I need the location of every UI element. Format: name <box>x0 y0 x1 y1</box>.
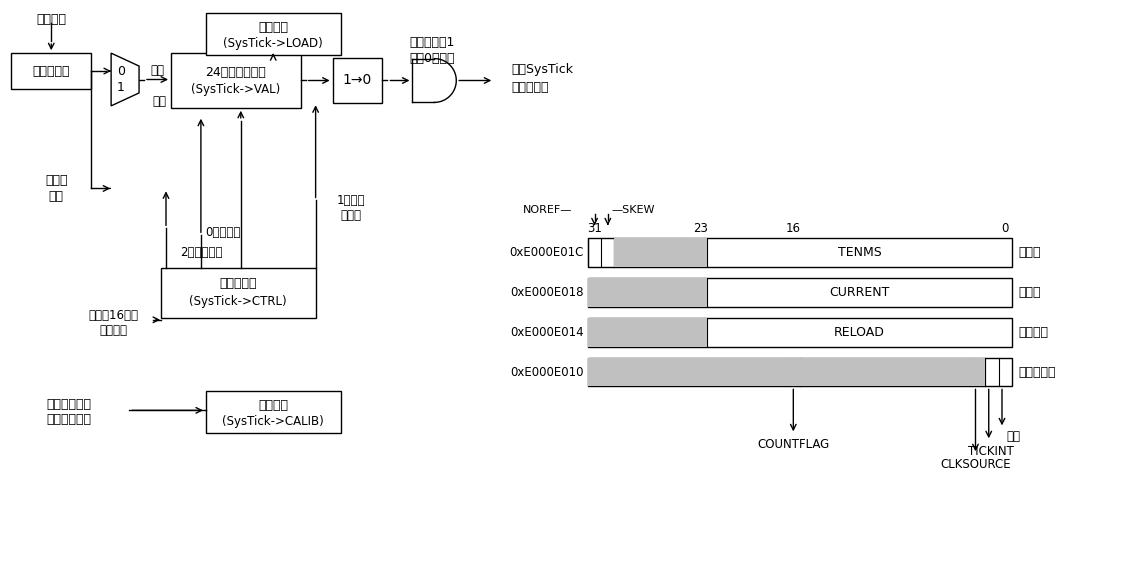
Text: 1→0: 1→0 <box>343 73 373 88</box>
Bar <box>588 357 800 387</box>
Bar <box>206 13 341 55</box>
Text: 24位向下计数器: 24位向下计数器 <box>206 66 266 79</box>
Text: 控制和状态: 控制和状态 <box>219 278 257 291</box>
Bar <box>588 357 1012 387</box>
Text: 校准值: 校准值 <box>1018 246 1040 259</box>
Text: 0xE000E014: 0xE000E014 <box>510 326 584 339</box>
Text: (SysTick->VAL): (SysTick->VAL) <box>191 84 280 96</box>
Text: 1位－中: 1位－中 <box>336 194 365 207</box>
Text: 设置SysTick: 设置SysTick <box>511 63 573 76</box>
Bar <box>206 392 341 433</box>
Text: 计数标志: 计数标志 <box>99 324 127 337</box>
Bar <box>171 53 301 108</box>
Bar <box>588 318 1012 347</box>
Text: 上升沿检测: 上升沿检测 <box>32 65 70 77</box>
Bar <box>588 278 708 307</box>
Text: 降到0时触发: 降到0时触发 <box>409 52 455 65</box>
Text: 0xE000E010: 0xE000E010 <box>511 366 584 379</box>
Text: 控制和状态: 控制和状态 <box>1018 366 1055 379</box>
Text: TENMS: TENMS <box>838 246 881 259</box>
Text: 16: 16 <box>786 222 801 234</box>
Text: 时钟: 时钟 <box>150 64 163 77</box>
Text: RELOAD: RELOAD <box>834 326 885 339</box>
Bar <box>615 238 708 267</box>
Text: NOREF—: NOREF— <box>523 205 573 215</box>
Text: 31: 31 <box>588 222 602 234</box>
Text: 23: 23 <box>693 222 708 234</box>
Text: 参考时钟: 参考时钟 <box>37 13 66 26</box>
Text: 在计数器从1: 在计数器从1 <box>409 36 455 49</box>
Text: 从硬件得到的: 从硬件得到的 <box>47 398 91 411</box>
Bar <box>588 318 708 347</box>
Bar <box>161 268 315 318</box>
Text: 0: 0 <box>1001 222 1009 234</box>
Text: 校准信息: 校准信息 <box>258 399 288 412</box>
Text: 参考时钟信息: 参考时钟信息 <box>47 413 91 426</box>
Text: TICKINT: TICKINT <box>968 445 1014 458</box>
Text: (SysTick->LOAD): (SysTick->LOAD) <box>223 36 323 50</box>
Text: 0位－使能: 0位－使能 <box>205 226 240 239</box>
Polygon shape <box>111 53 139 106</box>
Text: 0: 0 <box>117 65 125 77</box>
Text: 使能: 使能 <box>152 95 166 108</box>
Bar <box>588 278 1012 307</box>
Text: 使能: 使能 <box>1006 430 1020 443</box>
Text: 重装载值: 重装载值 <box>258 21 288 34</box>
Bar <box>11 53 91 89</box>
Bar <box>333 58 383 103</box>
Text: —SKEW: —SKEW <box>612 205 655 215</box>
Text: 0xE000E01C: 0xE000E01C <box>510 246 584 259</box>
Text: 0xE000E018: 0xE000E018 <box>511 286 584 299</box>
Text: 时钟: 时钟 <box>49 190 64 203</box>
Text: 设置第16位－: 设置第16位－ <box>88 309 138 323</box>
Text: 1: 1 <box>118 81 125 94</box>
Text: CLKSOURCE: CLKSOURCE <box>941 458 1010 471</box>
Text: CURRENT: CURRENT <box>830 286 889 299</box>
Text: 处理器: 处理器 <box>45 174 67 187</box>
Text: 断使能: 断使能 <box>339 209 361 222</box>
Text: 重装载值: 重装载值 <box>1018 326 1048 339</box>
Text: (SysTick->CALIB): (SysTick->CALIB) <box>223 415 325 428</box>
Text: 的挂起状态: 的挂起状态 <box>511 81 549 94</box>
Text: (SysTick->CTRL): (SysTick->CTRL) <box>190 296 287 309</box>
Bar <box>800 357 985 387</box>
Bar <box>588 238 1012 267</box>
Text: COUNTFLAG: COUNTFLAG <box>757 438 830 450</box>
Text: 2位－时钟源: 2位－时钟源 <box>179 246 222 259</box>
Text: 当前值: 当前值 <box>1018 286 1040 299</box>
